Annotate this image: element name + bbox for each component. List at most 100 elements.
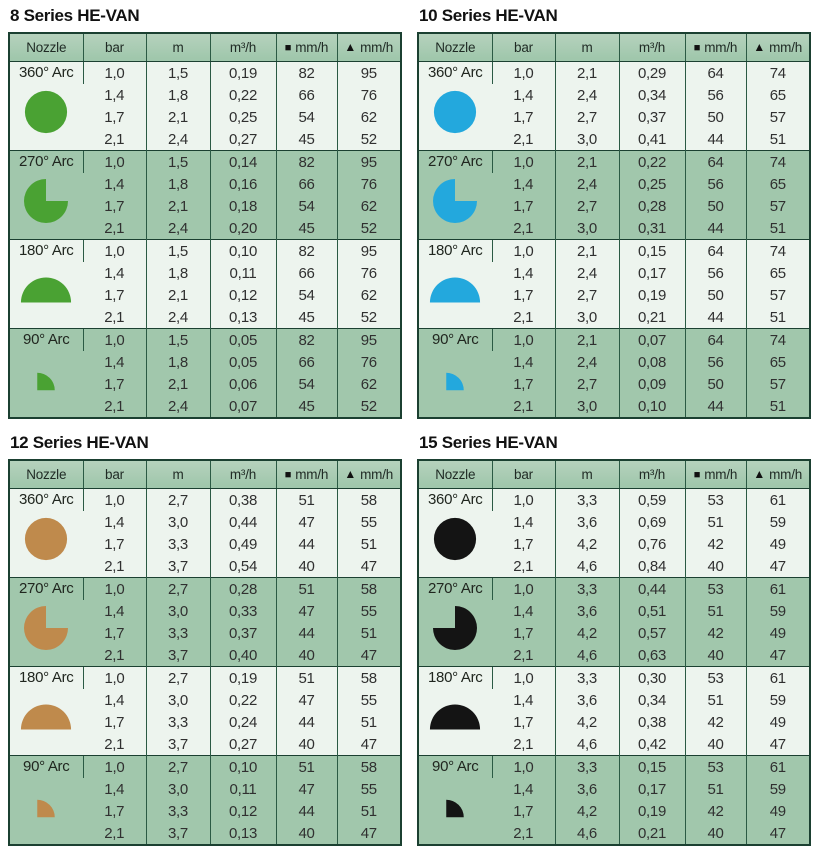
table-row: 1,4 1,8 0,16 66 76	[9, 173, 401, 195]
cell-triangle-mmh: 62	[336, 106, 401, 128]
column-header-triangle-mmh: ▲ mm/h	[336, 460, 401, 489]
cell-square-mmh: 47	[275, 600, 337, 622]
cell-square-mmh: 44	[684, 306, 746, 329]
cell-bar: 1,0	[82, 150, 146, 173]
cell-square-mmh: 45	[275, 395, 337, 418]
cell-square-mmh: 64	[684, 239, 746, 262]
cell-triangle-mmh: 76	[336, 351, 401, 373]
cell-m: 3,3	[145, 800, 210, 822]
cell-m: 4,6	[554, 644, 619, 667]
cell-m3h: 0,29	[618, 61, 685, 84]
cell-m3h: 0,19	[209, 666, 276, 689]
cell-bar: 1,7	[83, 800, 146, 822]
cell-square-mmh: 42	[684, 800, 746, 822]
arc-360-icon	[10, 81, 83, 143]
cell-triangle-mmh: 65	[745, 173, 810, 195]
column-header-m3h: m³/h	[618, 33, 685, 62]
series-block-10: 10 Series HE-VAN Nozzle bar m m³/h ■ mm/h…	[417, 5, 811, 419]
cell-square-mmh: 82	[275, 150, 337, 173]
cell-m: 2,7	[145, 755, 210, 778]
cell-triangle-mmh: 51	[745, 306, 810, 329]
cell-m: 2,7	[554, 373, 619, 395]
cell-m: 3,3	[145, 711, 210, 733]
cell-m3h: 0,28	[618, 195, 685, 217]
cell-bar: 1,7	[83, 373, 146, 395]
arc-label: 270° Arc	[428, 153, 483, 170]
column-header-label: mm/h	[295, 467, 329, 482]
cell-m: 3,0	[145, 600, 210, 622]
cell-triangle-mmh: 74	[745, 328, 810, 351]
cell-square-mmh: 64	[684, 61, 746, 84]
cell-m: 3,6	[554, 778, 619, 800]
arc-label: 270° Arc	[428, 580, 483, 597]
cell-bar: 1,4	[492, 262, 555, 284]
cell-m3h: 0,18	[209, 195, 276, 217]
arc-360-icon	[419, 81, 492, 143]
cell-square-mmh: 40	[275, 644, 337, 667]
cell-m: 3,7	[145, 733, 210, 756]
cell-triangle-mmh: 76	[336, 262, 401, 284]
cell-square-mmh: 51	[684, 511, 746, 533]
table-row: 1,7 3,3 0,24 44 51	[9, 711, 401, 733]
cell-square-mmh: 40	[275, 555, 337, 578]
table-row: 270° Arc 1,0 2,1 0,22 64 74	[418, 150, 810, 240]
table-row: 1,7 2,7 0,09 50 57	[418, 373, 810, 395]
nozzle-cell: 180° Arc	[418, 666, 492, 756]
cell-bar: 1,7	[492, 284, 555, 306]
cell-triangle-mmh: 74	[745, 239, 810, 262]
table-row: 1,7 4,2 0,19 42 49	[418, 800, 810, 822]
table-row: 1,4 1,8 0,11 66 76	[9, 262, 401, 284]
series-block-12: 12 Series HE-VAN Nozzle bar m m³/h ■ mm/h…	[8, 432, 402, 846]
arc-180-icon	[419, 686, 492, 748]
cell-bar: 1,0	[491, 239, 555, 262]
cell-square-mmh: 40	[684, 733, 746, 756]
cell-square-mmh: 44	[684, 217, 746, 240]
spec-table-12-series: Nozzle bar m m³/h ■ mm/h ▲ mm/h 360° Arc 1,…	[8, 459, 402, 846]
cell-bar: 1,0	[491, 150, 555, 173]
column-header-m3h: m³/h	[209, 33, 276, 62]
cell-m3h: 0,37	[618, 106, 685, 128]
cell-m: 1,5	[145, 150, 210, 173]
series-title: 12 Series HE-VAN	[10, 433, 149, 452]
nozzle-cell: 270° Arc	[9, 150, 83, 240]
table-row: 1,4 1,8 0,22 66 76	[9, 84, 401, 106]
cell-m: 2,4	[554, 173, 619, 195]
column-header-m: m	[554, 460, 619, 489]
cell-square-mmh: 50	[684, 106, 746, 128]
arc-270-icon	[419, 597, 492, 659]
cell-bar: 2,1	[492, 555, 555, 578]
cell-triangle-mmh: 49	[745, 711, 810, 733]
nozzle-cell: 270° Arc	[418, 577, 492, 667]
table-row: 1,4 1,8 0,05 66 76	[9, 351, 401, 373]
cell-bar: 1,4	[83, 351, 146, 373]
cell-m3h: 0,12	[209, 800, 276, 822]
cell-m3h: 0,13	[209, 306, 276, 329]
table-row: 2,1 3,7 0,54 40 47	[9, 555, 401, 578]
column-header-bar: bar	[491, 460, 555, 489]
cell-m: 2,1	[145, 106, 210, 128]
cell-m3h: 0,59	[618, 488, 685, 511]
table-row: 90° Arc 1,0 2,7 0,10 51 58	[9, 755, 401, 845]
cell-m: 3,3	[145, 622, 210, 644]
table-row: 2,1 3,0 0,10 44 51	[418, 395, 810, 418]
cell-m3h: 0,14	[209, 150, 276, 173]
cell-bar: 1,0	[491, 755, 555, 778]
cell-m3h: 0,24	[209, 711, 276, 733]
column-header-square-mmh: ■ mm/h	[684, 460, 746, 489]
column-header-triangle-mmh: ▲ mm/h	[745, 460, 810, 489]
cell-m: 2,4	[554, 351, 619, 373]
series-block-8: 8 Series HE-VAN Nozzle bar m m³/h ■ mm/h …	[8, 5, 402, 419]
cell-triangle-mmh: 47	[745, 555, 810, 578]
cell-m3h: 0,10	[209, 239, 276, 262]
cell-square-mmh: 44	[684, 395, 746, 418]
cell-m3h: 0,25	[618, 173, 685, 195]
square-icon: ■	[284, 469, 292, 481]
cell-m: 1,5	[145, 61, 210, 84]
cell-m3h: 0,10	[618, 395, 685, 418]
cell-bar: 2,1	[492, 395, 555, 418]
cell-bar: 2,1	[492, 306, 555, 329]
cell-m3h: 0,57	[618, 622, 685, 644]
cell-triangle-mmh: 95	[336, 328, 401, 351]
cell-bar: 1,0	[82, 488, 146, 511]
arc-360-icon	[419, 508, 492, 570]
